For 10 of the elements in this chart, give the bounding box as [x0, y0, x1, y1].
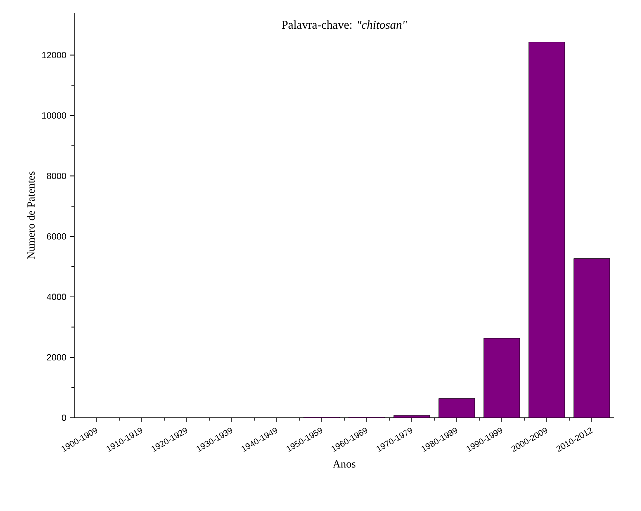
y-tick-label: 8000: [47, 173, 66, 180]
y-axis-title: Numero de Patentes: [27, 172, 35, 260]
y-tick-label: 4000: [46, 294, 66, 300]
y-tick-label: 2000: [47, 354, 66, 361]
y-tick-label: 10000: [42, 112, 66, 119]
y-tick-label: 0: [62, 414, 66, 422]
chart-title: Palavra-chave: "chitosan": [282, 20, 408, 30]
y-tick-label: 12000: [42, 52, 66, 58]
y-tick-label: 6000: [47, 233, 66, 240]
x-axis-title: Anos: [333, 460, 356, 468]
